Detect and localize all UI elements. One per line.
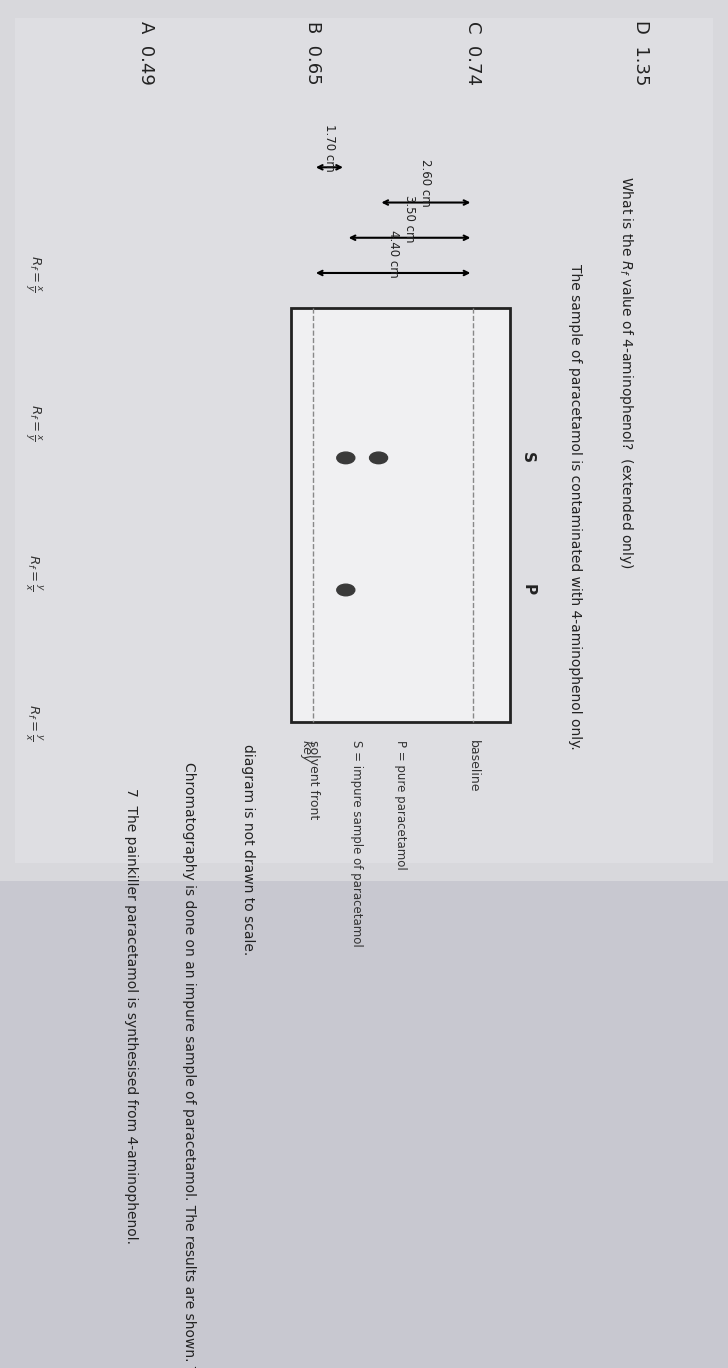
Polygon shape <box>291 308 510 722</box>
Polygon shape <box>0 0 728 881</box>
Polygon shape <box>15 18 713 863</box>
Text: P: P <box>521 584 535 595</box>
Text: P = pure paracetamol: P = pure paracetamol <box>394 740 407 870</box>
Text: D  1.35: D 1.35 <box>632 21 649 86</box>
Text: $R_f=\frac{y}{x}$: $R_f=\frac{y}{x}$ <box>23 703 43 740</box>
Text: S = impure sample of paracetamol: S = impure sample of paracetamol <box>350 740 363 947</box>
Text: baseline: baseline <box>467 740 480 792</box>
Text: 7  The painkiller paracetamol is synthesised from 4-aminophenol.: 7 The painkiller paracetamol is synthesi… <box>124 788 138 1244</box>
Text: $R_f=\frac{x}{y}$: $R_f=\frac{x}{y}$ <box>23 254 43 291</box>
Text: $R_f=\frac{y}{x}$: $R_f=\frac{y}{x}$ <box>23 554 43 591</box>
Text: C  0.74: C 0.74 <box>464 21 482 85</box>
Text: solvent front: solvent front <box>306 740 320 819</box>
Text: What is the $R_f$ value of 4-aminophenol?  (extended only): What is the $R_f$ value of 4-aminophenol… <box>617 176 635 569</box>
Text: The sample of paracetamol is contaminated with 4-aminophenol only.: The sample of paracetamol is contaminate… <box>568 264 582 750</box>
Text: Chromatography is done on an impure sample of paracetamol. The results are shown: Chromatography is done on an impure samp… <box>182 762 197 1368</box>
Text: 3.50 cm: 3.50 cm <box>403 194 416 242</box>
Text: $R_f=\frac{x}{y}$: $R_f=\frac{x}{y}$ <box>23 405 43 440</box>
Text: key: key <box>299 740 312 762</box>
Text: 1.70 cm: 1.70 cm <box>323 124 336 172</box>
Text: B  0.65: B 0.65 <box>304 21 322 85</box>
Ellipse shape <box>337 451 355 464</box>
Ellipse shape <box>370 451 387 464</box>
Text: 2.60 cm: 2.60 cm <box>419 159 432 207</box>
Text: A  0.49: A 0.49 <box>137 21 154 85</box>
Text: S: S <box>521 453 535 464</box>
Text: diagram is not drawn to scale.: diagram is not drawn to scale. <box>240 744 255 955</box>
Text: 4.40 cm: 4.40 cm <box>387 230 400 278</box>
Ellipse shape <box>337 584 355 596</box>
